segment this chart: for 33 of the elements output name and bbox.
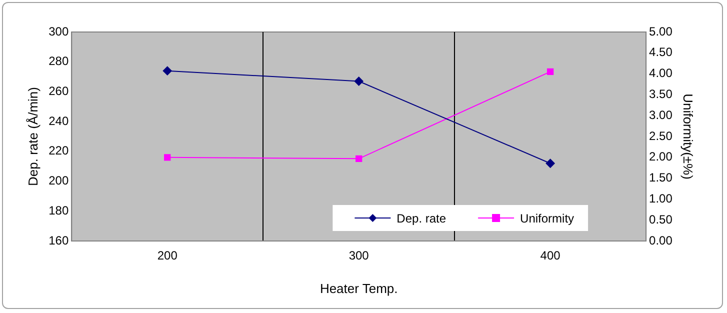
legend-label: Uniformity [520, 211, 574, 226]
point [546, 158, 555, 168]
y-tick-label: 160 [48, 233, 69, 248]
legend-label: Dep. rate [396, 211, 446, 226]
y2-tick-label: 5.00 [649, 24, 673, 38]
point [354, 76, 364, 86]
point [356, 155, 362, 162]
y-tick-label: 180 [48, 203, 69, 218]
y2-tick-label: 0.00 [649, 233, 673, 248]
point [546, 68, 554, 76]
y-axis-title: Dep. rate (Å/min) [25, 87, 40, 186]
y2-tick-label: 4.50 [649, 45, 673, 60]
y-tick-label: 200 [48, 174, 69, 188]
x-tick-label: 400 [540, 248, 561, 263]
y2-tick-label: 2.50 [649, 128, 673, 143]
point [164, 154, 171, 161]
y2-tick-label: 4.00 [649, 66, 673, 80]
y2-axis-title: Uniformity(±%) [680, 94, 696, 180]
x-axis-title: Heater Temp. [320, 280, 398, 296]
y2-tick-label: 1.50 [649, 170, 673, 185]
y-tick-label: 260 [48, 84, 69, 98]
y2-tick-label: 0.50 [649, 212, 673, 226]
y-tick-label: 280 [48, 54, 69, 68]
y-tick-label: 240 [48, 114, 69, 128]
x-tick-label: 300 [348, 248, 370, 263]
y2-tick-label: 3.00 [649, 108, 673, 122]
point [162, 66, 172, 76]
x-tick-label: 200 [157, 248, 178, 263]
y-tick-label: 300 [48, 24, 69, 38]
y2-tick-label: 2.00 [649, 150, 673, 164]
y2-tick-label: 1.00 [649, 192, 673, 206]
y-tick-label: 220 [48, 144, 69, 158]
y2-tick-label: 3.50 [649, 87, 673, 102]
